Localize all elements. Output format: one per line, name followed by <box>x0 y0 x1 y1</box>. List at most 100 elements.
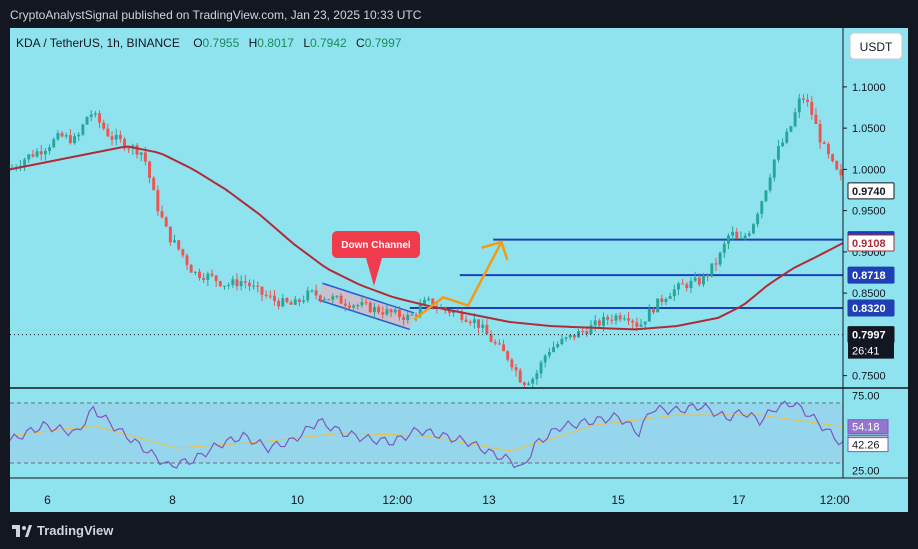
time-tick-label: 12:00 <box>382 493 412 507</box>
candle-body <box>218 281 222 286</box>
candle-body <box>685 284 689 289</box>
candle-body <box>210 273 214 276</box>
candle-body <box>735 231 739 239</box>
candle-body <box>168 226 172 243</box>
candle-body <box>702 275 705 285</box>
candle-body <box>447 310 451 314</box>
rsi-value-label: 42.26 <box>847 437 889 453</box>
candle-body <box>248 282 251 287</box>
rsi-ma-line <box>9 414 844 452</box>
candle-body <box>185 255 189 265</box>
candles <box>10 93 843 389</box>
price-pane <box>9 93 844 389</box>
candle-body <box>764 190 768 202</box>
candle-body <box>506 351 510 360</box>
rsi-value-box <box>847 437 889 453</box>
candle-body <box>806 99 810 102</box>
candle-body <box>98 113 102 123</box>
candle-body <box>73 136 77 144</box>
moving-average-line <box>9 145 844 331</box>
candle-body <box>352 305 356 308</box>
candle-body <box>343 303 347 306</box>
rsi-value-text: 42.26 <box>852 440 880 452</box>
candle-body <box>485 324 489 335</box>
candle-body <box>572 334 576 338</box>
price-tick-label: 0.8500 <box>852 288 886 300</box>
candle-body <box>668 296 672 299</box>
candle-body <box>560 338 564 345</box>
price-label-outline: 0.9740 <box>847 182 895 200</box>
candle-body <box>614 315 618 321</box>
candle-body <box>139 152 143 155</box>
down-channel-callout: Down Channel <box>332 231 420 286</box>
candle-body <box>293 299 297 305</box>
candle-body <box>148 161 151 178</box>
candle-body <box>468 321 472 323</box>
price-tick-label: 1.0000 <box>852 164 886 176</box>
currency-button[interactable]: USDT <box>849 32 903 60</box>
candle-body <box>256 285 260 287</box>
candle-body <box>810 101 814 115</box>
candle-body <box>556 344 560 348</box>
candle-body <box>593 320 597 326</box>
candle-body <box>227 284 231 286</box>
candle-body <box>106 128 110 137</box>
candle-body <box>43 150 47 155</box>
candle-body <box>23 159 27 166</box>
candle-body <box>568 334 572 338</box>
candle-body <box>289 302 293 305</box>
close-label: C <box>356 36 365 50</box>
candle-body <box>652 308 655 313</box>
candle-body <box>527 383 531 385</box>
tradingview-logo[interactable]: TradingView <box>12 523 113 538</box>
candle-body <box>835 161 839 170</box>
candle-body <box>281 298 285 307</box>
candle-body <box>502 344 506 352</box>
candle-body <box>722 243 726 253</box>
candle-body <box>127 148 131 150</box>
currency-label[interactable]: USDT <box>860 40 893 54</box>
price-label-level: 0.8320 <box>847 299 895 317</box>
open-label: O <box>193 36 202 50</box>
candle-body <box>622 318 626 320</box>
price-tick-label: 1.1000 <box>852 82 886 94</box>
high-value: 0.8017 <box>257 36 294 50</box>
candle-body <box>81 124 85 135</box>
countdown-box <box>848 342 894 359</box>
symbol-legend: KDA / TetherUS, 1h, BINANCE O0.7955 H0.8… <box>16 36 402 50</box>
candle-body <box>756 213 760 225</box>
down-channel-upper-line <box>322 282 415 314</box>
down-channel-lower-line <box>317 299 411 331</box>
candle-body <box>314 290 318 296</box>
candle-body <box>635 322 639 327</box>
candle-body <box>347 305 351 308</box>
candle-body <box>322 299 326 301</box>
candle-body <box>181 249 185 256</box>
candle-body <box>264 294 268 296</box>
candle-body <box>751 224 755 234</box>
low-value: 0.7942 <box>310 36 347 50</box>
down-channel-label: Down Channel <box>341 240 411 251</box>
rsi-value-box <box>847 419 889 435</box>
candle-body <box>452 311 456 314</box>
chart-panel[interactable]: 1.1000 1.0500 1.0000 0.9500 0.9000 0.8500 0.75… <box>9 28 908 512</box>
candle-body <box>427 298 431 300</box>
candle-body <box>839 169 843 176</box>
chart-svg[interactable]: 1.10001.05001.00000.95000.90000.85000.75… <box>9 28 908 512</box>
candle-body <box>123 139 126 149</box>
candle-body <box>302 300 306 302</box>
candle-body <box>331 296 335 300</box>
candle-body <box>564 337 568 339</box>
candle-body <box>198 271 201 278</box>
candle-body <box>239 281 243 287</box>
time-tick-label: 8 <box>169 493 176 507</box>
candle-body <box>306 290 310 301</box>
candle-body <box>472 319 476 323</box>
candle-body <box>481 324 485 328</box>
candle-body <box>160 211 164 218</box>
close-value: 0.7997 <box>365 36 402 50</box>
rsi-value-label: 54.18 <box>847 419 889 435</box>
candle-body <box>672 289 676 297</box>
candle-body <box>618 315 622 320</box>
candle-body <box>706 275 710 277</box>
